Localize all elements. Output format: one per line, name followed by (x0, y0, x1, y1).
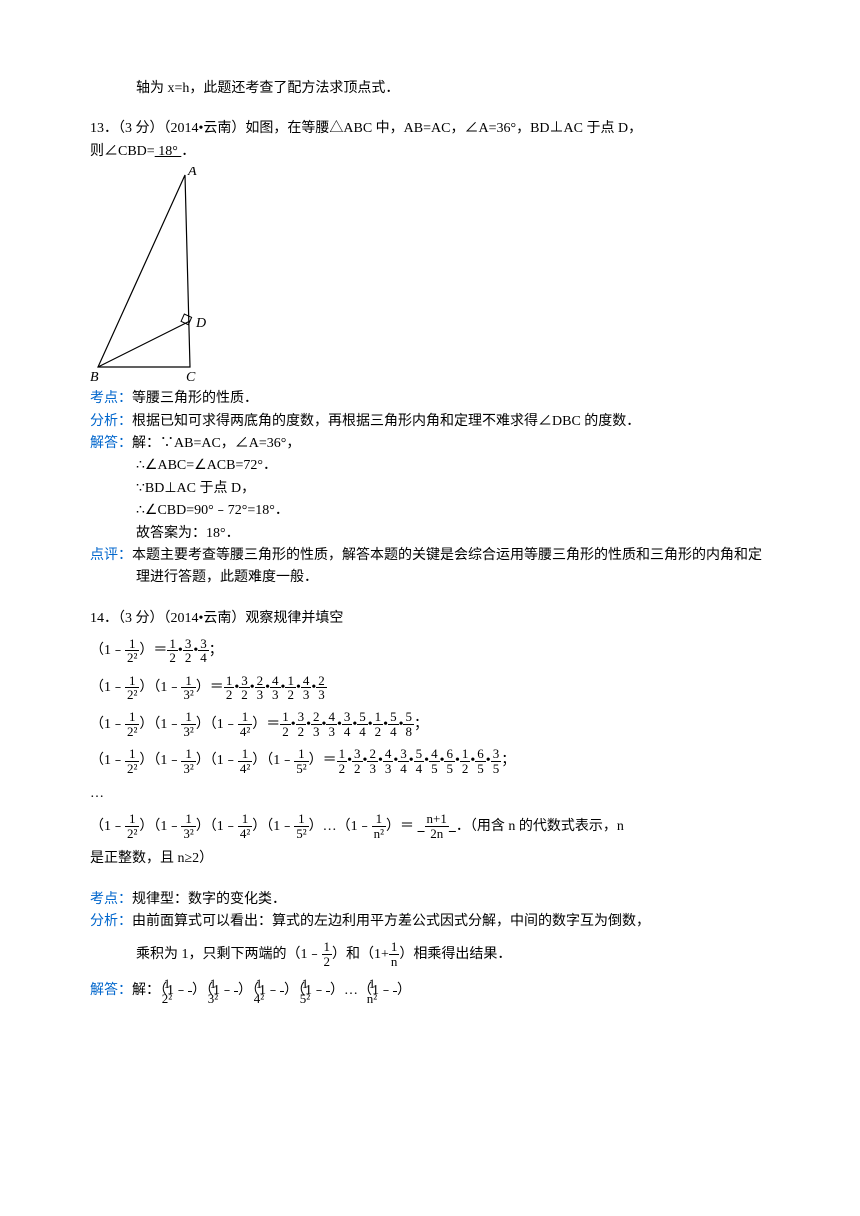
q14-fenxi-line2: 乘积为 1，只剩下两端的（1﹣12）和（1+1n）相乘得出结果． (90, 940, 770, 971)
q13-jieda-line0: 解答：解：∵AB=AC，∠A=36°， (90, 433, 770, 455)
q14-fenxi-line1: 分析：由前面算式可以看出：算式的左边利用平方差公式因式分解，中间的数字互为倒数， (90, 911, 770, 933)
q13-jieda-line1: ∴∠ABC=∠ACB=72°． (90, 455, 770, 477)
q13-dianping: 点评：本题主要考查等腰三角形的性质，解答本题的关键是会综合运用等腰三角形的性质和… (90, 545, 770, 590)
q14-eq1: （1﹣12²）＝12•32•34； (90, 636, 770, 667)
q13-prompt-line2: 则∠CBD= 18° ． (90, 141, 770, 163)
fenxi-text-14a: 由前面算式可以看出：算式的左边利用平方差公式因式分解，中间的数字互为倒数， (132, 914, 650, 929)
jieda-l0: 解：∵AB=AC，∠A=36°， (132, 436, 300, 451)
q13-prompt-prefix: 则∠CBD= (90, 144, 155, 159)
kaodian-text: 等腰三角形的性质． (132, 391, 258, 406)
label-D: D (195, 316, 206, 331)
fenxi-text: 根据已知可求得两底角的度数，再根据三角形内角和定理不难求得∠DBC 的度数． (132, 414, 640, 429)
q13-jieda-line2: ∵BD⊥AC 于点 D， (90, 478, 770, 500)
q13-jieda-line3: ∴∠CBD=90°﹣72°=18°． (90, 500, 770, 522)
q14-jieda: 解答：解：（1﹣12²）（1﹣13²）（1﹣14²）（1﹣15²）…（1﹣1n²… (90, 976, 770, 1007)
kaodian-text-14: 规律型：数字的变化类． (132, 892, 286, 907)
q14-eq5: （1﹣12²）（1﹣13²）（1﹣14²）（1﹣15²）…（1﹣1n²）＝ n+… (90, 812, 770, 843)
label-C: C (186, 370, 196, 382)
q14-ellipsis: … (90, 783, 770, 805)
fenxi-label: 分析： (90, 414, 132, 429)
dianping-label: 点评： (90, 548, 132, 563)
q13-prompt-suffix: ． (181, 144, 195, 159)
q13-fenxi: 分析：根据已知可求得两底角的度数，再根据三角形内角和定理不难求得∠DBC 的度数… (90, 411, 770, 433)
q13-answer: 18° (155, 144, 182, 159)
q14-prompt: 14．（3 分）（2014•云南）观察规律并填空 (90, 608, 770, 630)
q13-kaodian: 考点：等腰三角形的性质． (90, 388, 770, 410)
q13-jieda-line4: 故答案为：18°． (90, 523, 770, 545)
label-A: A (187, 167, 197, 179)
q14-eq3: （1﹣12²）（1﹣13²）（1﹣14²）＝12•32•23•43•34•54•… (90, 710, 770, 741)
q14-eq5-tail2: 是正整数，且 n≥2） (90, 848, 770, 870)
kaodian-label: 考点： (90, 391, 132, 406)
q13-prompt-line1: 13．（3 分）（2014•云南）如图，在等腰△ABC 中，AB=AC，∠A=3… (90, 118, 770, 140)
q14-eq4: （1﹣12²）（1﹣13²）（1﹣14²）（1﹣15²）＝12•32•23•43… (90, 746, 770, 777)
jieda-label: 解答： (90, 436, 132, 451)
fenxi-label-14: 分析： (90, 914, 132, 929)
dianping-text: 本题主要考查等腰三角形的性质，解答本题的关键是会综合运用等腰三角形的性质和三角形… (132, 548, 762, 585)
prev-fragment: 轴为 x=h，此题还考查了配方法求顶点式． (90, 78, 770, 100)
q14-eq2: （1﹣12²）（1﹣13²）＝12•32•23•43•12•43•23 (90, 673, 770, 704)
q14-kaodian: 考点：规律型：数字的变化类． (90, 889, 770, 911)
kaodian-label-14: 考点： (90, 892, 132, 907)
label-B: B (90, 370, 99, 382)
q13-triangle-figure: A B C D (90, 167, 250, 382)
